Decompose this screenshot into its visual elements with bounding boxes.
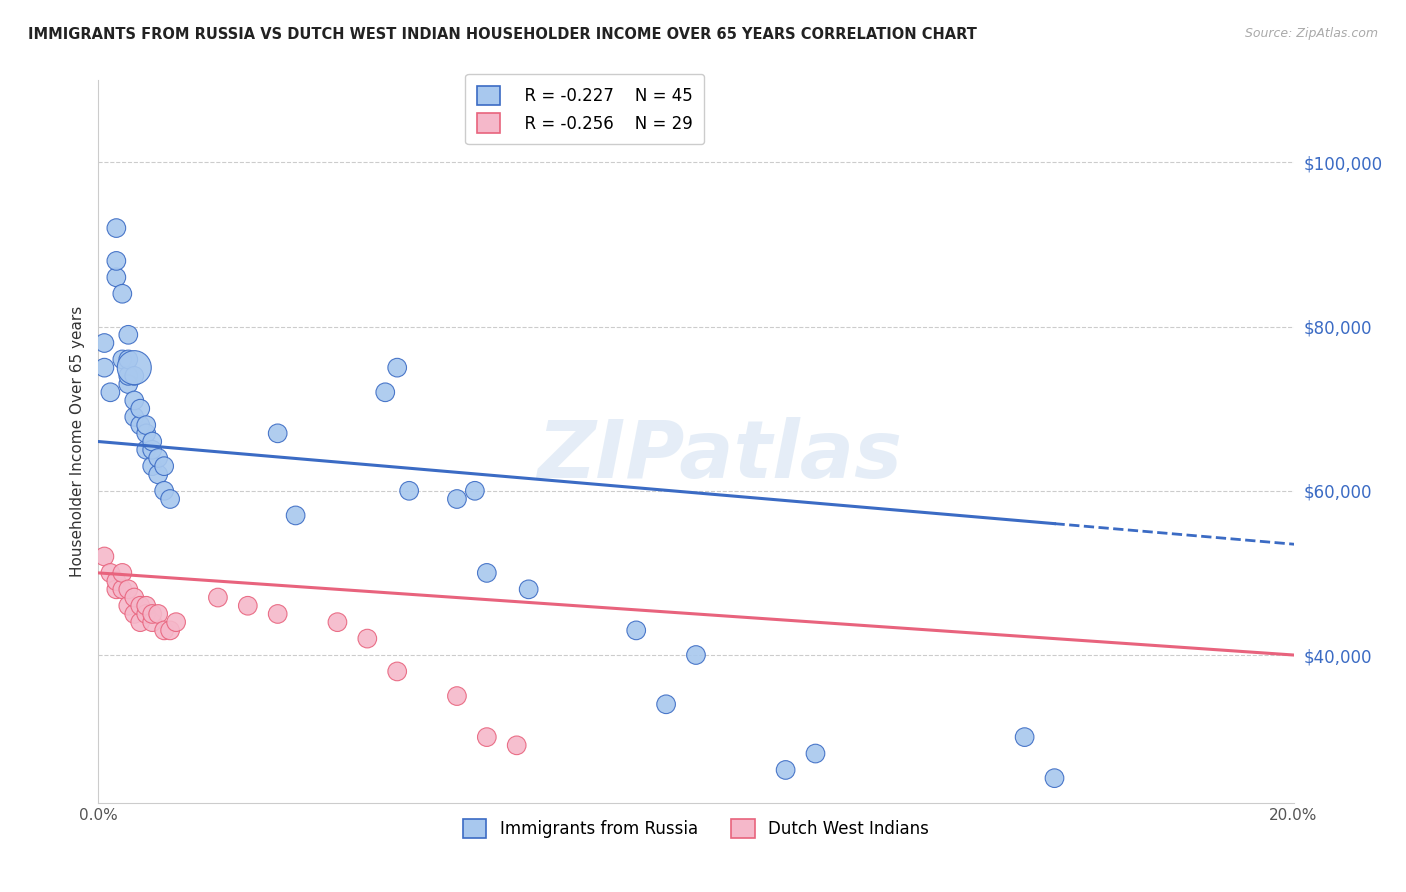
Point xyxy=(117,327,139,342)
Text: ZIPatlas: ZIPatlas xyxy=(537,417,903,495)
Point xyxy=(93,336,115,351)
Point xyxy=(141,434,163,449)
Point xyxy=(135,426,157,441)
Point xyxy=(129,599,152,613)
Point xyxy=(111,352,134,367)
Point xyxy=(475,566,498,580)
Point xyxy=(135,599,157,613)
Point xyxy=(129,615,152,630)
Point xyxy=(626,624,648,638)
Point xyxy=(148,607,170,621)
Point xyxy=(153,624,176,638)
Point xyxy=(148,467,170,482)
Point xyxy=(374,385,396,400)
Point xyxy=(446,491,468,506)
Text: IMMIGRANTS FROM RUSSIA VS DUTCH WEST INDIAN HOUSEHOLDER INCOME OVER 65 YEARS COR: IMMIGRANTS FROM RUSSIA VS DUTCH WEST IND… xyxy=(28,27,977,42)
Point xyxy=(93,549,115,564)
Point xyxy=(141,607,163,621)
Point xyxy=(1043,771,1066,785)
Point xyxy=(804,747,827,761)
Point xyxy=(117,352,139,367)
Legend: Immigrants from Russia, Dutch West Indians: Immigrants from Russia, Dutch West India… xyxy=(457,813,935,845)
Point xyxy=(153,483,176,498)
Point xyxy=(135,442,157,457)
Point xyxy=(129,401,152,416)
Point xyxy=(124,368,146,383)
Point xyxy=(141,615,163,630)
Point xyxy=(105,270,128,285)
Point xyxy=(135,418,157,433)
Point xyxy=(129,418,152,433)
Point xyxy=(356,632,378,646)
Point xyxy=(464,483,486,498)
Point xyxy=(117,368,139,383)
Point xyxy=(398,483,420,498)
Point xyxy=(153,459,176,474)
Point xyxy=(267,426,290,441)
Point xyxy=(385,360,409,375)
Point xyxy=(159,491,181,506)
Point xyxy=(124,591,146,605)
Point xyxy=(159,624,181,638)
Point xyxy=(236,599,259,613)
Point xyxy=(111,566,134,580)
Text: Source: ZipAtlas.com: Source: ZipAtlas.com xyxy=(1244,27,1378,40)
Point xyxy=(124,393,146,408)
Point xyxy=(105,221,128,235)
Point xyxy=(446,689,468,703)
Point xyxy=(141,459,163,474)
Point xyxy=(284,508,307,523)
Point xyxy=(685,648,707,662)
Point xyxy=(517,582,540,597)
Point xyxy=(111,582,134,597)
Point xyxy=(165,615,187,630)
Point xyxy=(267,607,290,621)
Point xyxy=(148,450,170,465)
Point xyxy=(1014,730,1036,744)
Point xyxy=(135,607,157,621)
Point xyxy=(775,763,797,777)
Point xyxy=(105,253,128,268)
Point xyxy=(141,442,163,457)
Point xyxy=(117,599,139,613)
Point xyxy=(655,698,678,712)
Point xyxy=(111,286,134,301)
Point xyxy=(124,607,146,621)
Point xyxy=(124,360,146,375)
Point xyxy=(506,739,529,753)
Point xyxy=(105,574,128,588)
Point xyxy=(385,665,409,679)
Point xyxy=(105,582,128,597)
Point xyxy=(326,615,349,630)
Point xyxy=(93,360,115,375)
Point xyxy=(98,566,122,580)
Y-axis label: Householder Income Over 65 years: Householder Income Over 65 years xyxy=(69,306,84,577)
Point xyxy=(117,582,139,597)
Point xyxy=(124,409,146,424)
Point xyxy=(117,377,139,392)
Point xyxy=(475,730,498,744)
Point xyxy=(207,591,229,605)
Point xyxy=(98,385,122,400)
